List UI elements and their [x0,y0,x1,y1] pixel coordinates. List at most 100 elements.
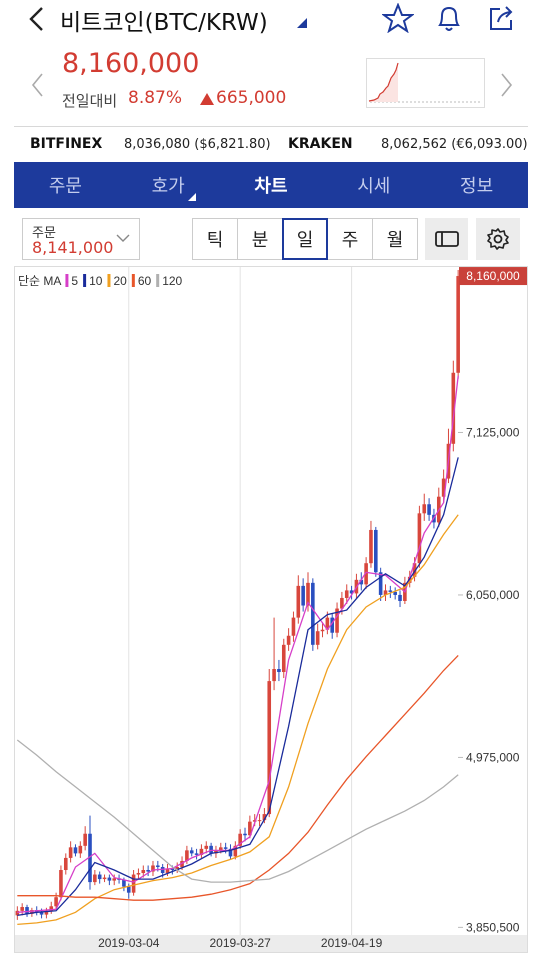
candle-body [44,910,49,915]
candle-body [68,847,73,858]
candle-body [277,669,281,673]
change-label: 전일대비 [62,92,118,110]
moving-average-line [16,739,459,883]
y-tick-label: 6,050,000 [466,588,520,602]
candle-body [451,372,456,444]
candle-body [189,850,194,854]
order-label: 주문 [32,226,56,241]
period-button[interactable]: 월 [372,218,418,260]
tab[interactable]: 정보 [460,176,494,197]
tab[interactable]: 차트 [254,176,288,197]
candle-body [194,853,199,855]
candle-body [281,644,286,673]
favorite-icon[interactable] [382,3,414,33]
candle-body [427,504,431,515]
candle-body [165,868,170,874]
candle-body [20,907,24,911]
candle-body [136,873,141,875]
next-arrow[interactable] [498,72,514,98]
exchange-quote: 8,036,080 ($6,821.80) [124,137,271,152]
candle-body [204,845,209,849]
candle-body [151,865,155,872]
legend-label: 20 [113,274,127,288]
candle-body [364,563,368,585]
legend-swatch [131,274,135,287]
candle-body [378,572,383,595]
candle-body [286,635,291,645]
candle-body [156,865,160,867]
candle-body [160,866,165,874]
x-tick-label: 2019-03-27 [209,936,271,950]
candle-body [93,874,97,883]
period-button[interactable]: 주 [327,218,373,260]
period-button[interactable]: 틱 [192,218,238,260]
up-triangle [200,93,214,105]
candle-body [398,594,402,601]
candle-body [257,820,262,822]
candle-body [59,870,63,898]
candle-body [126,886,131,893]
prev-arrow[interactable] [30,72,46,98]
candle-body [30,910,34,914]
candle-body [243,833,247,836]
tab[interactable]: 주문 [48,176,82,197]
settings-button[interactable] [476,218,520,260]
mini-chart [366,58,485,108]
candle-body [238,833,242,846]
layout-icon [434,231,459,247]
candle-body [175,866,179,871]
candle-body [83,833,87,846]
page-title: 비트코인(BTC/KRW) [60,10,268,36]
candle-body [248,821,252,836]
change-amount: 665,000 [216,88,287,108]
legend-swatch [83,274,87,287]
back-button[interactable] [24,4,50,34]
candle-body [78,845,83,854]
legend-label: 60 [138,274,152,288]
candle-body [141,870,146,874]
tab[interactable]: 시세 [357,176,391,197]
candle-body [199,848,204,855]
candle-body [131,874,136,893]
moving-average-line [17,375,459,913]
change-percent: 8.87% [128,88,183,108]
order-box[interactable]: 주문 8,141,000 [22,218,140,260]
layout-button[interactable] [425,218,468,260]
candle-body [291,617,296,636]
period-button[interactable]: 일 [282,218,328,260]
candle-body [320,629,325,632]
candle-body [383,590,388,595]
candle-body [102,877,107,880]
candle-body [146,870,150,872]
y-tick-label: 3,850,500 [466,920,520,934]
order-price: 8,141,000 [32,238,114,257]
candle-body [393,591,397,595]
title-dropdown[interactable] [296,17,308,29]
candle-body [325,617,330,630]
share-icon[interactable] [486,3,516,33]
candle-body [262,814,267,821]
legend-swatch [107,274,111,287]
candle-body [330,617,335,633]
candle-body [296,585,301,618]
tab[interactable]: 호가 [151,176,185,197]
x-tick-label: 2019-03-04 [98,936,160,950]
y-tick-label: 7,125,000 [466,425,520,439]
candle-body [214,850,218,854]
candle-body [25,907,29,914]
candle-body [311,582,315,645]
x-tick-label: 2019-04-19 [321,936,383,950]
moving-average-line [17,654,459,901]
candle-body [349,590,354,594]
candle-body [88,833,92,883]
period-button[interactable]: 분 [237,218,283,260]
candle-body [112,878,117,881]
candle-body [422,504,427,514]
alarm-icon[interactable] [434,3,464,33]
candle-body [344,590,349,598]
tab-bar: 주문 호가 차트 시세 정보 [14,162,528,208]
legend-title: 단순 MA [18,274,61,288]
candle-body [73,847,78,854]
last-price-label: 8,160,000 [466,269,520,283]
